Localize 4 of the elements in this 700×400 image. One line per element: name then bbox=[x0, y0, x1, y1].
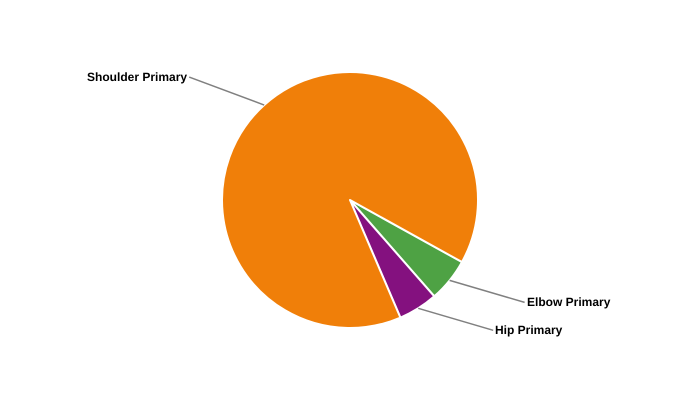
slice-label: Shoulder Primary bbox=[87, 70, 188, 84]
pie-slice bbox=[221, 71, 479, 329]
slice-label: Elbow Primary bbox=[527, 295, 611, 309]
slice-label: Hip Primary bbox=[495, 323, 563, 337]
